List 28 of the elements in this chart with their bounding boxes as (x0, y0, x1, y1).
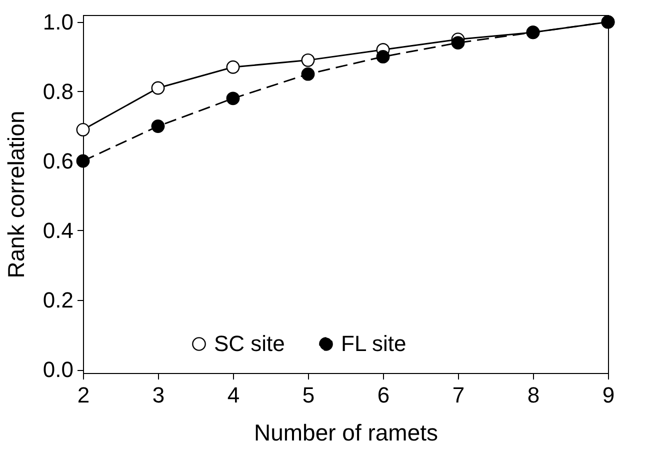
y-tick-label: 0.0 (42, 357, 74, 382)
point (451, 36, 465, 50)
point (226, 92, 240, 106)
x-tick-label: 5 (302, 382, 315, 408)
y-tick-label: 0.6 (42, 148, 74, 174)
point (301, 53, 315, 67)
x-tick-label: 3 (152, 382, 165, 408)
x-axis-title: Number of ramets (254, 420, 438, 446)
y-axis-title: Rank correlation (2, 110, 29, 278)
point (301, 67, 315, 81)
y-tick-label: 0.8 (42, 78, 74, 104)
legend-label: SC site (214, 331, 285, 356)
y-tick-label: 0.2 (42, 288, 74, 313)
y-tick-label: 1.0 (42, 9, 74, 34)
point (151, 120, 165, 133)
legend-label: FL site (341, 331, 406, 356)
point (76, 154, 90, 168)
y-tick-label: 0.4 (42, 218, 74, 243)
x-tick-label: 4 (227, 382, 240, 408)
x-tick-label: 9 (602, 382, 615, 408)
point (226, 60, 240, 74)
point (376, 50, 390, 64)
x-tick-label: 8 (527, 382, 540, 408)
x-tick-label: 6 (377, 382, 390, 408)
point (76, 122, 90, 136)
x-tick-label: 7 (452, 382, 465, 408)
point (151, 81, 165, 95)
x-tick-label: 2 (77, 382, 90, 408)
